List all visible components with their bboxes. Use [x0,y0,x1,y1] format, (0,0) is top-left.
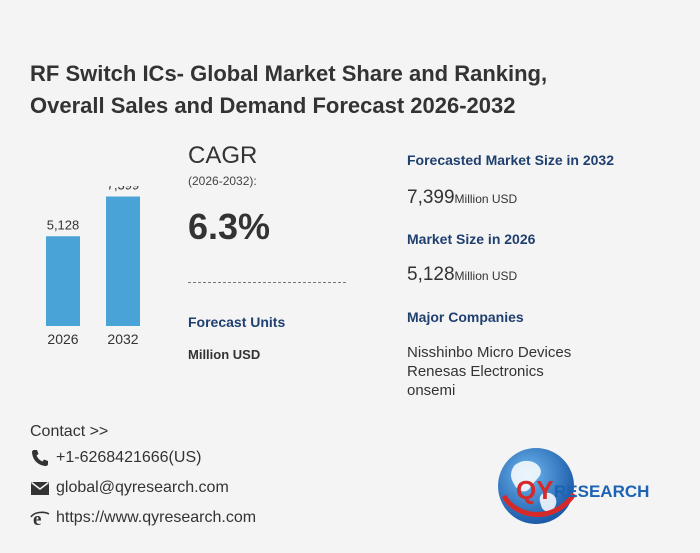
cagr-value: 6.3% [188,206,271,247]
companies-list: Nisshinbo Micro Devices Renesas Electron… [407,343,571,400]
phone-icon [30,448,50,468]
svg-text:e: e [33,509,41,528]
browser-e-icon: e [30,508,50,530]
contact-label: Contact >> [30,423,109,440]
logo-text-qy: QY [516,475,554,505]
divider [188,282,346,283]
cagr-period: (2026-2032): [188,174,257,188]
cagr-block: CAGR (2026-2032): 6.3% [188,142,358,248]
size-2026-unit: Million USD [454,269,518,283]
bar-chart-svg: 5,128 2026 7,399 2032 [46,178,140,347]
forecast-units-label: Forecast Units [188,314,286,330]
contact-website[interactable]: e https://www.qyresearch.com [30,508,257,530]
cagr-label: CAGR [188,142,258,169]
qyresearch-logo: QY RESEARCH [496,444,686,534]
company-item: Nisshinbo Micro Devices [407,344,572,361]
company-item: onsemi [407,382,456,399]
x-tick-label: 2026 [47,331,78,347]
bar-value-label: 7,399 [107,186,140,193]
forecast-2032-unit: Million USD [454,192,518,206]
website-url: https://www.qyresearch.com [56,509,257,526]
page-title: RF Switch ICs- Global Market Share and R… [30,58,650,122]
bar-2032 [106,196,140,326]
forecast-units-value: Million USD [188,347,261,362]
x-tick-label: 2032 [107,331,138,347]
forecast-2032-value: 7,399Million USD [407,187,517,209]
title-line-1: RF Switch ICs- Global Market Share and R… [30,61,548,86]
logo-graphic: QY RESEARCH [498,448,649,524]
email-address: global@qyresearch.com [56,479,229,496]
title-line-2: Overall Sales and Demand Forecast 2026-2… [30,93,516,118]
size-2026-value: 5,128Million USD [407,264,517,286]
size-2026-label: Market Size in 2026 [407,231,536,247]
bar-2026 [46,236,80,326]
company-item: Renesas Electronics [407,363,544,380]
major-companies-label: Major Companies [407,309,524,325]
forecast-2032-number: 7,399 [407,187,455,208]
phone-number: +1-6268421666(US) [56,449,202,466]
forecast-2032-label: Forecasted Market Size in 2032 [407,152,614,168]
bar-chart: 5,128 2026 7,399 2032 [36,178,156,361]
size-2026-number: 5,128 [407,264,455,285]
mail-icon [30,478,50,498]
bar-value-label: 5,128 [47,217,80,232]
contact-phone[interactable]: +1-6268421666(US) [30,448,201,468]
contact-email[interactable]: global@qyresearch.com [30,478,229,498]
logo-text-research: RESEARCH [554,482,649,501]
